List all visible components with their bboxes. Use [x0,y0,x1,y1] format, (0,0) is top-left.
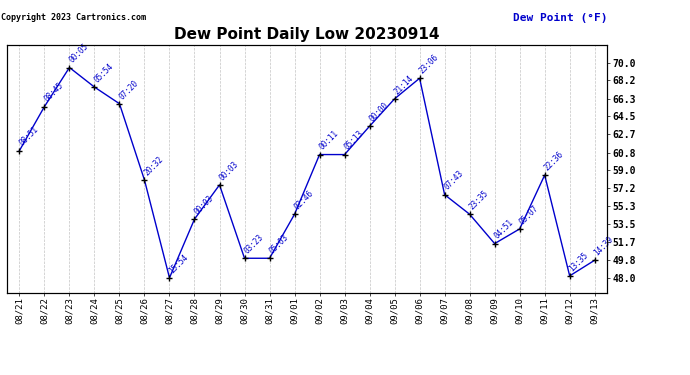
Text: Dew Point (°F): Dew Point (°F) [513,13,607,23]
Text: 04:51: 04:51 [493,218,515,241]
Text: 00:11: 00:11 [317,129,340,152]
Text: 00:03: 00:03 [217,159,240,182]
Text: 07:43: 07:43 [442,169,465,192]
Text: 05:03: 05:03 [267,233,290,255]
Text: 08:45: 08:45 [42,81,65,104]
Text: 00:05: 00:05 [67,42,90,65]
Text: 00:03: 00:03 [193,194,215,216]
Text: 23:06: 23:06 [417,53,440,75]
Text: 22:36: 22:36 [542,150,565,172]
Text: 05:13: 05:13 [342,129,365,152]
Text: 21:14: 21:14 [393,73,415,96]
Text: 14:39: 14:39 [593,235,615,258]
Text: Copyright 2023 Cartronics.com: Copyright 2023 Cartronics.com [1,13,146,22]
Text: 05:07: 05:07 [518,203,540,226]
Text: 05:54: 05:54 [92,62,115,84]
Text: 08:51: 08:51 [17,125,40,148]
Text: 03:23: 03:23 [242,233,265,255]
Text: 13:35: 13:35 [567,251,590,273]
Text: 20:32: 20:32 [142,154,165,177]
Text: 02:46: 02:46 [293,189,315,211]
Title: Dew Point Daily Low 20230914: Dew Point Daily Low 20230914 [175,27,440,42]
Text: 15:54: 15:54 [167,252,190,275]
Text: 00:00: 00:00 [367,101,390,123]
Text: 07:20: 07:20 [117,78,140,101]
Text: 23:35: 23:35 [467,189,490,211]
